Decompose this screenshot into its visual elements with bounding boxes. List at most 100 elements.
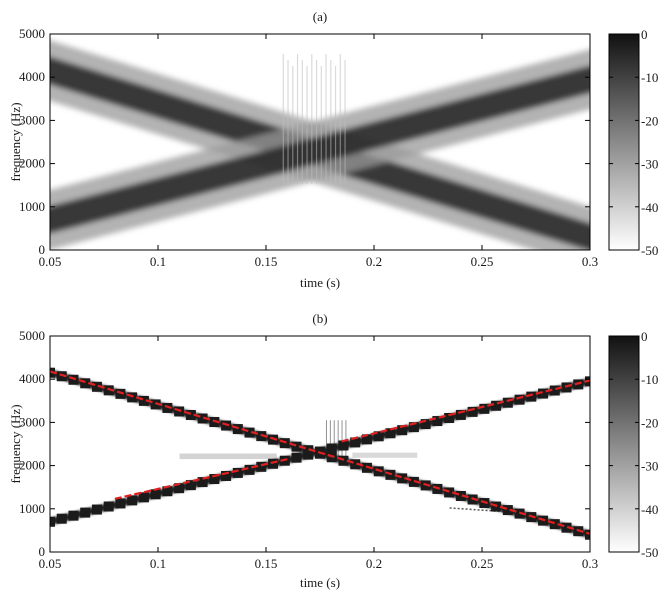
- x-tick-label: 0.05: [39, 254, 62, 269]
- chirp-block: [56, 371, 67, 382]
- x-tick-label: 0.25: [471, 254, 494, 269]
- colorbar-tick-label: -10: [641, 70, 658, 85]
- panel-a-y-axis-label: frequency (Hz): [8, 102, 23, 181]
- x-tick-label: 0.1: [150, 556, 166, 571]
- colorbar-tick-label: -50: [641, 243, 658, 258]
- chirp-block: [68, 510, 79, 521]
- chirp-block: [514, 394, 525, 405]
- x-tick-label: 0.25: [471, 556, 494, 571]
- chirp-block: [103, 501, 114, 512]
- chirp-block: [244, 427, 255, 438]
- chirp-block: [50, 516, 55, 527]
- chirp-block: [150, 399, 161, 410]
- chirp-block: [479, 403, 490, 414]
- chirp-block: [115, 388, 126, 399]
- chirp-block: [326, 443, 337, 454]
- chirp-block: [385, 428, 396, 439]
- panel-a-colorbar-ticks: 0 -10 -20 -30 -40 -50: [609, 27, 658, 258]
- chirp-block: [444, 412, 455, 423]
- chirp-block: [127, 495, 138, 506]
- chirp-block: [303, 449, 314, 460]
- chirp-block: [397, 473, 408, 484]
- chirp-block: [91, 504, 102, 515]
- chirp-block: [432, 416, 443, 427]
- chirp-block: [244, 464, 255, 475]
- chirp-block: [338, 440, 349, 451]
- chirp-block: [373, 431, 384, 442]
- estimate-line: [341, 379, 590, 443]
- colorbar-tick-label: 0: [641, 27, 648, 42]
- chirp-block: [444, 487, 455, 498]
- y-tick-label: 5000: [19, 328, 45, 343]
- panel-b-plot-area: [50, 336, 590, 552]
- y-tick-label: 4000: [19, 371, 45, 386]
- panel-b: (b) 0.05 0.1 0.15 0.2 0.25 0.3 0 1000 2000 3000 4…: [8, 311, 658, 590]
- y-tick-label: 1000: [19, 199, 45, 214]
- x-tick-label: 0.3: [582, 556, 598, 571]
- x-tick-label: 0.05: [39, 556, 62, 571]
- panel-b-spectrogram: [50, 367, 590, 540]
- panel-a-chirp-bands: [50, 40, 590, 250]
- chirp-block: [455, 490, 466, 501]
- y-tick-label: 0: [39, 544, 46, 559]
- chirp-block: [185, 480, 196, 491]
- chirp-block: [397, 425, 408, 436]
- chirp-block: [91, 381, 102, 392]
- chirp-block: [256, 461, 267, 472]
- chirp-block: [127, 392, 138, 403]
- chirp-block: [420, 419, 431, 430]
- chirp-block: [526, 391, 537, 402]
- x-tick-label: 0.2: [366, 254, 382, 269]
- y-tick-label: 0: [39, 242, 46, 257]
- colorbar-tick-label: -50: [641, 545, 658, 560]
- chirp-block: [150, 489, 161, 500]
- panel-b-colorbar-gradient: [608, 335, 640, 553]
- chirp-block: [138, 395, 149, 406]
- chirp-block: [162, 486, 173, 497]
- panel-b-y-ticks: 0 1000 2000 3000 4000 5000: [19, 328, 590, 559]
- panel-b-title: (b): [312, 311, 327, 326]
- x-tick-label: 0.1: [150, 254, 166, 269]
- chirp-block: [221, 420, 232, 431]
- chirp-block: [350, 459, 361, 470]
- panel-a: (a) 0.05 0.1 0.15 0.2 0.25 0.3 0 1000 2000 3000 4…: [8, 9, 658, 290]
- chirp-block: [174, 406, 185, 417]
- panel-b-frame: [49, 335, 591, 553]
- chirp-block: [138, 492, 149, 503]
- chirp-block: [291, 452, 302, 463]
- interference-streak: [352, 452, 418, 458]
- chirp-block: [197, 413, 208, 424]
- interference-streak: [179, 453, 277, 460]
- y-tick-label: 3000: [19, 112, 45, 127]
- x-tick-label: 0.15: [255, 556, 278, 571]
- colorbar-tick-label: -30: [641, 157, 658, 172]
- x-tick-label: 0.15: [255, 254, 278, 269]
- chirp-block: [561, 522, 572, 533]
- y-tick-label: 3000: [19, 414, 45, 429]
- chirp-block: [162, 402, 173, 413]
- y-tick-label: 4000: [19, 69, 45, 84]
- y-tick-label: 1000: [19, 501, 45, 516]
- chirp-block: [80, 378, 91, 389]
- colorbar-tick-label: -40: [641, 200, 658, 215]
- colorbar-tick-label: -20: [641, 415, 658, 430]
- panel-a-crossing-artifacts: [282, 54, 346, 184]
- panel-b-red-estimate-lines: [50, 370, 590, 535]
- chirp-block: [361, 434, 372, 445]
- chirp-block: [232, 467, 243, 478]
- chirp-block: [221, 470, 232, 481]
- colorbar-tick-label: -40: [641, 502, 658, 517]
- chirp-block: [561, 382, 572, 393]
- chirp-block: [502, 397, 513, 408]
- chirp-block: [80, 507, 91, 518]
- chirp-block: [502, 505, 513, 516]
- x-tick-label: 0.3: [582, 254, 598, 269]
- faint-tail: [449, 507, 526, 514]
- y-tick-label: 2000: [19, 156, 45, 171]
- y-tick-label: 5000: [19, 26, 45, 41]
- chirp-block: [68, 374, 79, 385]
- chirp-block: [350, 437, 361, 448]
- chirp-block: [408, 422, 419, 433]
- panel-b-x-ticks: 0.05 0.1 0.15 0.2 0.25 0.3: [39, 336, 598, 571]
